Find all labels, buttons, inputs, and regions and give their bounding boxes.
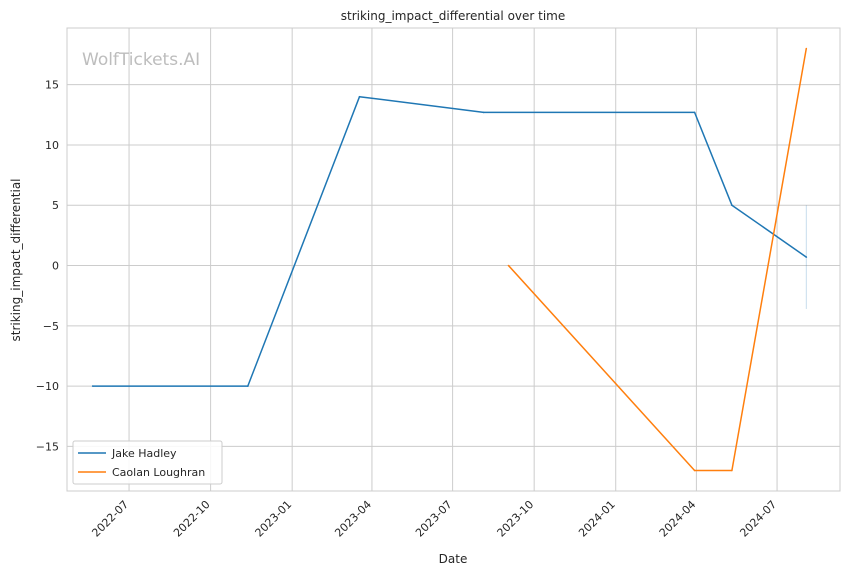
data-point-jake-hadley	[731, 204, 733, 207]
watermark: WolfTickets.AI	[82, 50, 200, 70]
x-tick-label: 2024-04	[657, 498, 699, 540]
data-point-jake-hadley	[91, 385, 94, 387]
series-lines	[91, 47, 808, 472]
y-tick-label: −15	[36, 440, 59, 453]
data-point-jake-hadley	[693, 111, 696, 114]
y-tick-label: 0	[52, 260, 59, 273]
y-tick-label: 10	[45, 139, 59, 152]
data-point-caolan-loughran	[805, 47, 808, 50]
grid	[67, 28, 840, 491]
legend-label-jake-hadley: Jake Hadley	[111, 447, 177, 460]
data-point-jake-hadley	[482, 111, 485, 114]
x-tick-label: 2023-04	[332, 498, 374, 540]
y-tick-label: 5	[52, 199, 59, 212]
x-tick-label: 2023-01	[253, 498, 295, 540]
x-tick-label: 2024-01	[576, 498, 618, 540]
data-point-caolan-loughran	[731, 469, 733, 472]
legend: Jake Hadley Caolan Loughran	[72, 440, 223, 485]
data-point-jake-hadley	[358, 95, 361, 98]
x-tick-label: 2022-10	[171, 498, 213, 540]
y-axis-ticks: −15 −10 −5 0 5 10 15	[36, 79, 59, 454]
plot-area-frame	[66, 27, 841, 492]
y-axis-label: striking_impact_differential	[9, 178, 23, 341]
x-tick-label: 2022-07	[89, 498, 131, 540]
x-tick-label: 2023-10	[495, 498, 537, 540]
y-tick-label: 15	[45, 79, 59, 92]
y-tick-label: −10	[36, 380, 59, 393]
data-point-caolan-loughran	[693, 469, 696, 472]
y-tick-label: −5	[43, 320, 59, 333]
x-axis-ticks: 2022-07 2022-10 2023-01 2023-04 2023-07 2023-…	[89, 498, 779, 540]
data-point-caolan-loughran	[507, 264, 510, 267]
x-tick-label: 2023-07	[413, 498, 455, 540]
data-point-jake-hadley	[805, 256, 808, 258]
x-tick-label: 2024-07	[737, 498, 779, 540]
legend-label-caolan-loughran: Caolan Loughran	[112, 466, 205, 479]
series-line-jake-hadley	[92, 95, 807, 387]
data-point-jake-hadley	[247, 385, 249, 387]
x-axis-label: Date	[439, 552, 468, 566]
series-line-caolan-loughran	[507, 48, 808, 472]
legend-box	[72, 440, 223, 485]
chart-title: striking_impact_differential over time	[341, 9, 566, 23]
